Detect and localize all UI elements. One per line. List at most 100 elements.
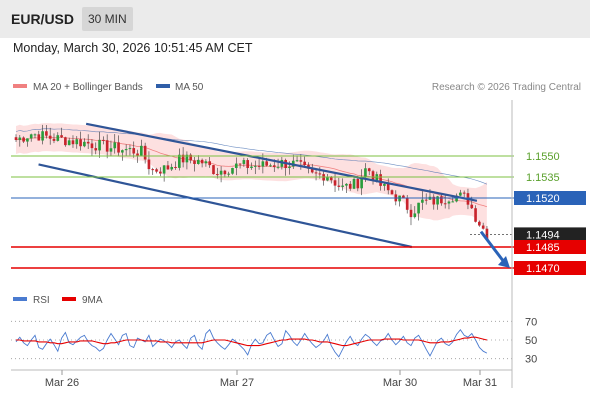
candle-body [231, 168, 234, 174]
candle-body [481, 225, 485, 229]
candle-body [272, 165, 276, 167]
level-tag-1.1485 [514, 240, 586, 254]
candle-body [390, 190, 394, 195]
candle-body [102, 139, 105, 141]
candle-body [41, 131, 44, 141]
candle-body [462, 192, 466, 194]
level-label-1.1470: 1.1470 [526, 263, 560, 275]
candle-body [140, 145, 143, 156]
candle-body [421, 199, 424, 203]
candle-body [79, 139, 82, 147]
rsi-series-rsi [15, 328, 488, 358]
ma50-legend-label: MA 50 [175, 82, 204, 93]
candle-body [128, 148, 132, 150]
candle-body [208, 161, 212, 166]
candle-body [83, 141, 86, 147]
candle-body [288, 166, 291, 169]
candle-body [314, 172, 318, 174]
candle-body [371, 171, 375, 181]
candle-body [193, 160, 196, 164]
candle-body [375, 174, 379, 181]
candle-body [238, 163, 242, 165]
price-plot-area [14, 122, 489, 249]
candle-body [64, 137, 67, 146]
candle-body [14, 137, 18, 141]
candle-body [485, 228, 489, 240]
candle-body [166, 165, 170, 170]
level-label-1.1550: 1.1550 [526, 151, 560, 163]
forecast-arrow-shaft [479, 230, 506, 263]
candle-body [424, 199, 428, 201]
chart-datetime: Monday, March 30, 2026 10:51:45 AM CET [13, 41, 253, 55]
candle-body [413, 213, 417, 218]
candle-body [299, 160, 303, 162]
candle-body [196, 159, 200, 164]
candle-body [291, 160, 295, 167]
candle-body [189, 154, 193, 161]
candle-body [22, 137, 25, 142]
candle-body [98, 139, 101, 151]
candle-body [367, 168, 371, 172]
candle-body [121, 150, 124, 153]
candle-body [265, 161, 268, 166]
candle-body [75, 139, 79, 145]
candle-body [352, 178, 356, 189]
candle-body [90, 143, 94, 149]
candle-body [295, 160, 299, 162]
trend-channel-upper [85, 122, 478, 202]
candle-body [48, 135, 52, 139]
candle-body [113, 142, 117, 149]
level-label-1.1535: 1.1535 [526, 172, 560, 184]
candle-body [60, 135, 63, 138]
candle-body [333, 180, 337, 186]
candle-body [398, 195, 401, 202]
candle-body [105, 140, 109, 152]
candle-body [33, 134, 37, 136]
research-credit: Research © 2026 Trading Central [432, 82, 581, 93]
rsi-series-9ma [16, 336, 488, 347]
timeframe-badge[interactable]: 30 MIN [82, 7, 133, 31]
level-label-1.1494: 1.1494 [526, 229, 560, 241]
ma20-legend-label: MA 20 + Bollinger Bands [33, 82, 143, 93]
candle-body [466, 193, 470, 205]
candle-body [204, 161, 208, 164]
candle-body [318, 173, 322, 175]
candle-body [459, 192, 462, 196]
candle-body [223, 170, 227, 175]
candle-body [360, 177, 363, 189]
candle-body [136, 153, 139, 156]
x-tick-label-0: Mar 26 [45, 377, 79, 389]
level-tag-1.1494 [514, 227, 586, 242]
candle-body [56, 135, 60, 141]
candle-body [417, 202, 420, 214]
candle-body [428, 196, 432, 200]
rsi-tick-70: 70 [525, 316, 537, 328]
currency-pair: EUR/USD [11, 11, 75, 27]
candle-body [212, 165, 215, 175]
candle-body [394, 194, 398, 202]
candle-body [261, 161, 265, 167]
candle-body [219, 170, 223, 175]
candle-body [451, 201, 455, 203]
candle-body [455, 195, 458, 202]
candle-body [280, 159, 284, 167]
candle-body [341, 185, 344, 187]
candle-body [227, 173, 231, 175]
candle-body [402, 195, 405, 198]
candle-body [45, 131, 48, 136]
level-tag-1.1520 [514, 191, 586, 205]
candle-body [364, 168, 367, 178]
candle-body [52, 138, 56, 141]
x-tick-label-2: Mar 30 [383, 377, 417, 389]
candle-body [37, 134, 41, 141]
ma20-line [15, 136, 488, 208]
candle-body [432, 196, 436, 205]
x-tick-label-1: Mar 27 [220, 377, 254, 389]
candle-body [94, 148, 98, 151]
ma50-legend-swatch [156, 84, 170, 88]
ma20-legend-swatch [13, 84, 27, 88]
candle-body [326, 177, 329, 181]
candle-body [478, 221, 481, 226]
candle-body [470, 204, 474, 209]
candle-body [269, 165, 272, 167]
